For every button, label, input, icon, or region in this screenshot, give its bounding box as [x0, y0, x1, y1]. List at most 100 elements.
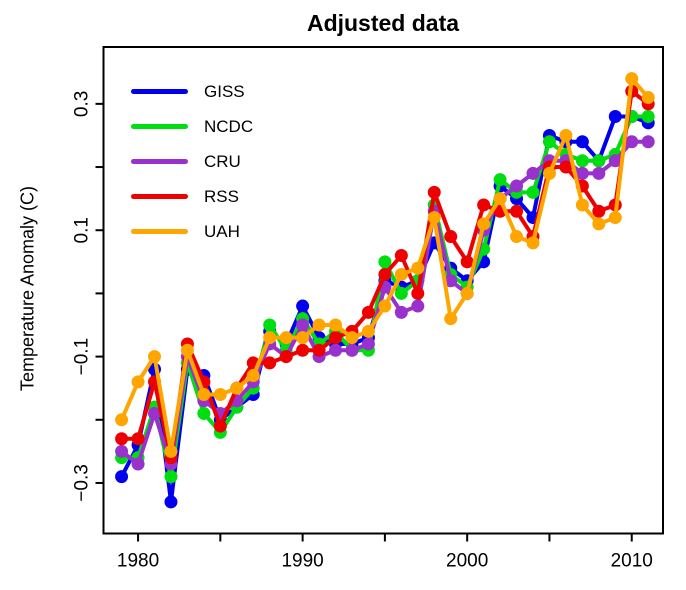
y-tick-label: 0.1 — [72, 217, 93, 243]
data-point-uah — [148, 350, 162, 364]
data-point-uah — [164, 444, 178, 458]
data-point-uah — [542, 166, 556, 180]
data-point-cru — [115, 444, 129, 458]
data-point-cru — [444, 274, 458, 288]
data-point-cru — [131, 457, 145, 471]
data-point-cru — [608, 154, 622, 168]
data-point-cru — [329, 343, 343, 357]
legend-label: UAH — [204, 221, 240, 241]
data-point-rss — [329, 331, 343, 345]
legend-item-cru: CRU — [131, 144, 253, 179]
data-point-rss — [394, 249, 408, 262]
data-point-uah — [608, 211, 622, 225]
x-tick-label: 1980 — [117, 551, 159, 572]
data-point-uah — [460, 286, 474, 300]
data-point-rss — [115, 432, 129, 446]
data-point-uah — [411, 261, 425, 275]
legend-item-rss: RSS — [131, 179, 253, 214]
y-tick-label: −0.1 — [72, 338, 93, 376]
data-point-uah — [641, 91, 655, 105]
data-point-uah — [115, 413, 129, 427]
data-point-uah — [213, 388, 227, 401]
data-point-ncdc — [394, 286, 408, 300]
data-point-uah — [575, 198, 589, 212]
data-point-uah — [361, 324, 375, 338]
data-point-uah — [296, 331, 310, 345]
data-point-giss — [608, 110, 622, 123]
data-point-rss — [378, 267, 392, 281]
data-point-rss — [279, 350, 293, 364]
y-tick-label: −0.3 — [72, 464, 93, 502]
data-point-uah — [230, 381, 244, 395]
data-point-rss — [510, 204, 524, 218]
data-point-rss — [427, 185, 441, 199]
data-point-uah — [592, 217, 606, 231]
data-point-giss — [575, 135, 589, 149]
data-point-uah — [477, 217, 491, 231]
data-point-uah — [197, 388, 211, 401]
data-point-ncdc — [378, 255, 392, 269]
x-tick-label: 2000 — [446, 551, 488, 572]
data-point-uah — [625, 72, 639, 86]
data-point-uah — [279, 331, 293, 345]
legend-item-uah: UAH — [131, 214, 253, 249]
data-point-cru — [411, 299, 425, 313]
data-point-cru — [510, 179, 524, 193]
x-tick-label: 2010 — [611, 551, 653, 572]
chart-title: Adjusted data — [306, 10, 460, 36]
data-point-rss — [296, 343, 310, 357]
data-point-uah — [329, 318, 343, 332]
data-point-ncdc — [542, 135, 556, 149]
data-point-ncdc — [493, 173, 507, 187]
data-point-ncdc — [592, 154, 606, 168]
data-point-rss — [361, 305, 375, 319]
data-point-cru — [345, 343, 359, 357]
data-point-ncdc — [164, 470, 178, 484]
data-point-uah — [559, 128, 573, 142]
data-point-uah — [180, 343, 194, 357]
legend-label: GISS — [204, 81, 245, 101]
legend: GISS NCDC CRU RSS UAH — [131, 74, 253, 249]
data-point-cru — [394, 305, 408, 319]
data-point-uah — [378, 299, 392, 313]
data-point-rss — [444, 230, 458, 244]
data-point-cru — [526, 166, 540, 180]
data-point-cru — [575, 166, 589, 180]
plot-frame — [102, 46, 664, 535]
data-point-rss — [312, 343, 326, 357]
y-tick-label: 0.3 — [72, 91, 93, 117]
y-axis-title: Temperature Anomaly (C) — [17, 185, 38, 392]
data-point-uah — [427, 211, 441, 225]
data-point-ncdc — [575, 154, 589, 168]
data-point-rss — [592, 204, 606, 218]
data-point-cru — [296, 318, 310, 332]
data-point-uah — [444, 312, 458, 326]
data-point-ncdc — [197, 406, 211, 420]
data-point-uah — [263, 331, 277, 345]
data-point-cru — [625, 135, 639, 149]
data-point-rss — [477, 198, 491, 212]
data-point-ncdc — [263, 318, 277, 332]
data-point-rss — [559, 160, 573, 174]
data-point-giss — [296, 299, 310, 313]
legend-label: CRU — [204, 151, 241, 171]
legend-line-swatch — [131, 124, 188, 129]
data-point-uah — [246, 369, 260, 383]
data-point-cru — [641, 135, 655, 149]
data-point-cru — [361, 337, 375, 351]
data-point-rss — [460, 255, 474, 269]
data-point-uah — [131, 375, 145, 389]
data-point-ncdc — [526, 185, 540, 199]
x-tick-label: 1990 — [281, 551, 323, 572]
legend-label: RSS — [204, 186, 239, 206]
data-point-rss — [213, 419, 227, 433]
data-point-cru — [148, 406, 162, 420]
legend-label: NCDC — [204, 116, 254, 136]
data-point-ncdc — [641, 110, 655, 123]
data-point-uah — [394, 267, 408, 281]
data-point-uah — [493, 192, 507, 206]
data-point-uah — [526, 236, 540, 250]
legend-line-swatch — [131, 194, 188, 199]
legend-item-giss: GISS — [131, 74, 253, 109]
